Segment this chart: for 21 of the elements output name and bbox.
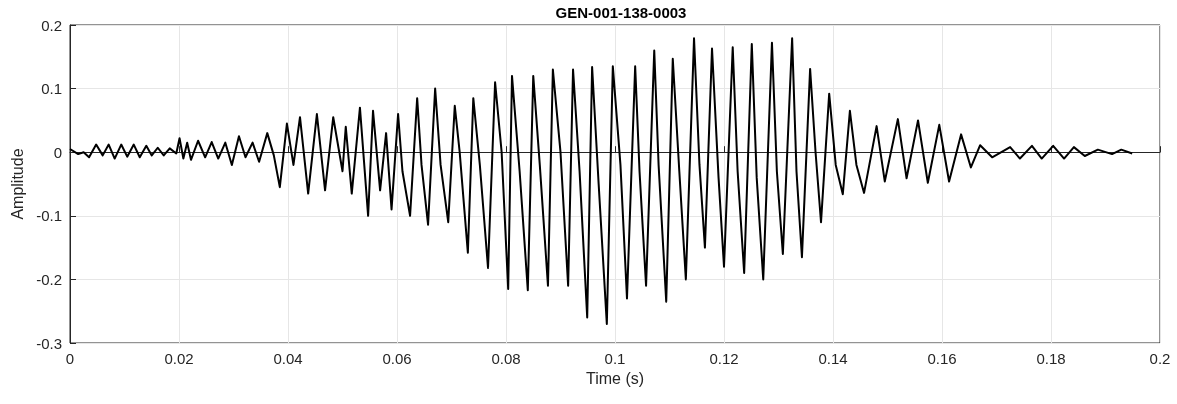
x-tick-label: 0.02 bbox=[164, 350, 194, 367]
y-tick-label: 0.1 bbox=[41, 80, 62, 98]
x-tick-label: 0.1 bbox=[604, 350, 626, 367]
chart-title: GEN-001-138-0003 bbox=[555, 4, 687, 21]
x-tick-label: 0.14 bbox=[818, 350, 848, 367]
x-tick-label: 0.08 bbox=[491, 350, 521, 367]
x-tick-label: 0.16 bbox=[927, 350, 957, 367]
y-tick-label: 0 bbox=[53, 143, 62, 161]
y-tick-label: 0.2 bbox=[41, 16, 62, 34]
line-series bbox=[69, 37, 1134, 325]
x-tick-label: 0.04 bbox=[273, 350, 303, 367]
y-tick-label: -0.3 bbox=[36, 334, 62, 352]
y-axis-title: Amplitude bbox=[8, 148, 26, 220]
x-tick-label: 0.06 bbox=[382, 350, 412, 367]
y-tick-label: -0.1 bbox=[36, 207, 62, 225]
y-tick-label: -0.2 bbox=[36, 270, 62, 288]
x-tick-label: 0.18 bbox=[1036, 350, 1066, 367]
x-axis-title: Time (s) bbox=[585, 370, 645, 388]
x-tick-label: 0.12 bbox=[709, 350, 739, 367]
x-tick-label: 0.2 bbox=[1149, 350, 1171, 367]
x-tick-label: 0 bbox=[65, 350, 75, 367]
